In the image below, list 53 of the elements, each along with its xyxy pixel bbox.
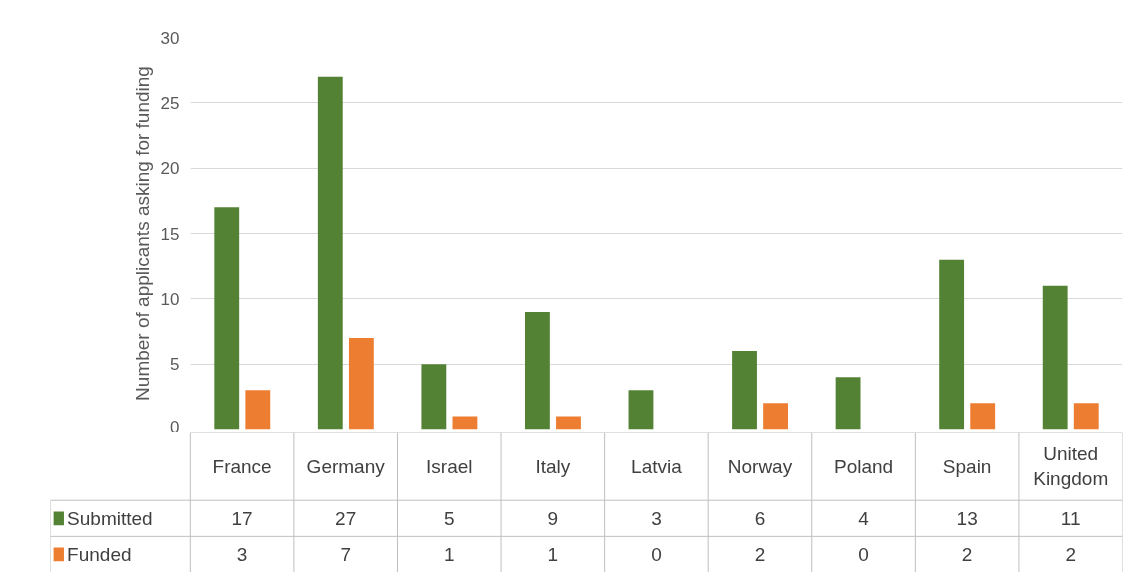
x-tick-label: Latvia [631, 455, 683, 477]
data-label: 4 [858, 507, 870, 529]
bar [317, 76, 343, 430]
y-axis-title: Number of applicants asking for funding [131, 66, 153, 401]
data-label: 13 [956, 507, 978, 529]
data-label: 0 [651, 543, 662, 565]
bar [835, 377, 861, 430]
bar [628, 390, 654, 430]
bar [732, 351, 757, 430]
bar [214, 207, 240, 430]
y-tick-label: 30 [160, 28, 180, 48]
data-label: 2 [1065, 543, 1077, 565]
data-label: 1 [547, 543, 559, 565]
y-tick-label: 15 [160, 224, 180, 244]
bar [939, 259, 965, 430]
data-label: 2 [754, 543, 766, 565]
x-tick-label: France [212, 455, 272, 477]
legend-label: Funded [67, 543, 132, 565]
data-label: 3 [236, 543, 248, 565]
data-label: 7 [340, 543, 351, 565]
x-tick-label: Italy [535, 455, 571, 477]
data-label: 3 [651, 507, 662, 529]
bar [1042, 285, 1068, 430]
data-label: 11 [1060, 507, 1081, 529]
x-tick-label: Norway [727, 455, 793, 477]
bar [524, 311, 550, 430]
data-label: 0 [858, 543, 869, 565]
y-tick-label: 5 [170, 355, 180, 375]
data-label: 9 [547, 507, 559, 529]
x-tick-label: United Kingdom [1033, 443, 1109, 490]
x-tick-label: Poland [833, 455, 894, 477]
bar [452, 416, 478, 430]
x-tick-label: Spain [942, 455, 992, 477]
data-label: 2 [961, 543, 973, 565]
x-tick-label: Germany [306, 455, 386, 477]
y-tick-label: 20 [160, 159, 180, 179]
data-label: 6 [754, 507, 766, 529]
y-tick-label: 10 [160, 289, 180, 309]
data-label: 27 [335, 507, 357, 529]
data-label: 1 [443, 543, 455, 565]
y-tick-label: 25 [160, 93, 180, 113]
bar [970, 403, 996, 430]
bar [763, 403, 789, 430]
bar [348, 338, 374, 430]
bar [245, 390, 271, 430]
data-label: 5 [443, 507, 455, 529]
y-tick-label: 0 [170, 417, 180, 437]
bar [556, 416, 581, 430]
data-label: 17 [231, 507, 253, 529]
bar [1073, 403, 1099, 430]
legend-label: Submitted [67, 507, 153, 529]
bar [421, 364, 447, 430]
x-tick-label: Israel [426, 455, 473, 477]
